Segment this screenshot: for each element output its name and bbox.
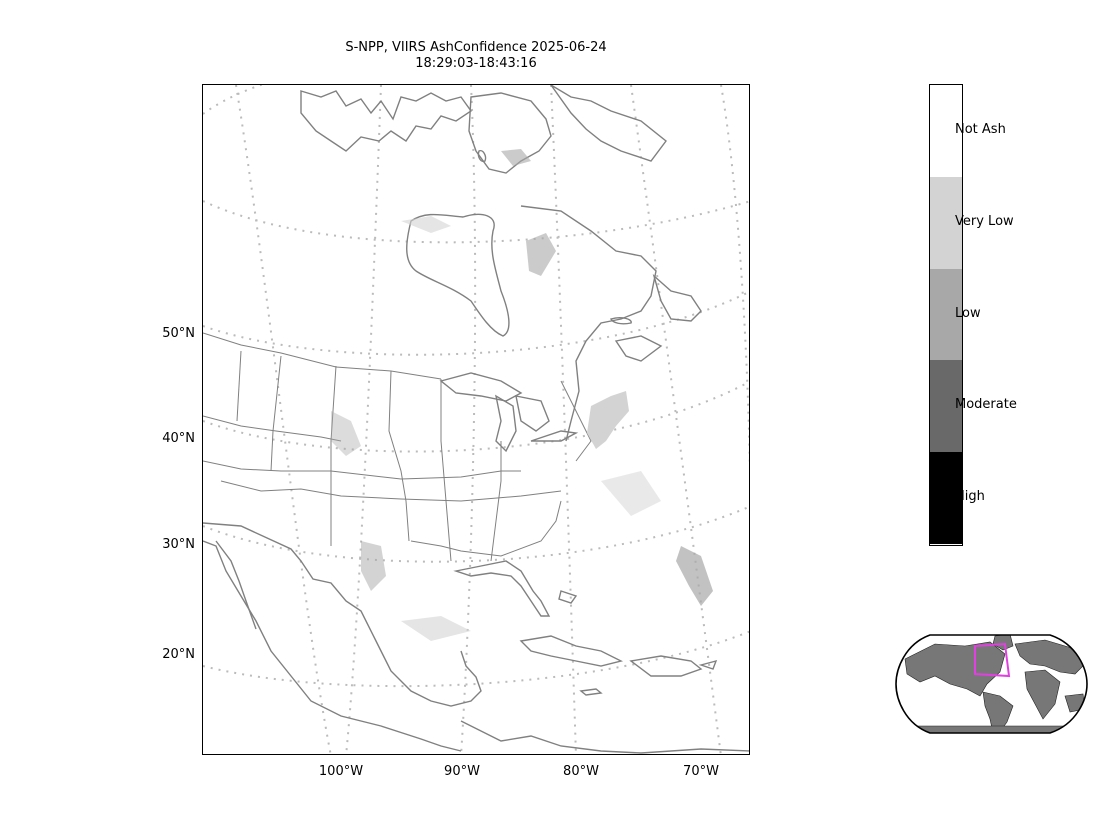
- baffin-west: [468, 92, 552, 174]
- coastlines: [203, 85, 749, 754]
- title-line-2: 18:29:03-18:43:16: [415, 56, 537, 71]
- graticule: [203, 85, 749, 754]
- globe-south-america: [982, 691, 1014, 733]
- central-america: [460, 720, 749, 754]
- cuba: [519, 635, 624, 667]
- state-line-3: [220, 480, 562, 502]
- map-svg: [203, 85, 749, 754]
- colorbar-segment: [930, 452, 962, 545]
- lat-label-20n: 20°N: [162, 647, 195, 662]
- ash-patch-quebec: [526, 233, 556, 276]
- newfoundland: [652, 273, 702, 322]
- gulf-west-coast: [203, 522, 482, 707]
- ash-patch-atlantic: [676, 546, 713, 606]
- map-title: S-NPP, VIIRS AshConfidence 2025-06-24 18…: [276, 40, 676, 72]
- colorbar: [929, 84, 963, 546]
- ash-patch-texas: [361, 541, 386, 591]
- parallel-70n: [203, 85, 731, 115]
- bahamas: [558, 590, 578, 604]
- parallel-20n: [203, 630, 749, 688]
- ash-patch-baffin: [501, 149, 531, 166]
- state-line-2: [203, 460, 521, 480]
- inset-globe-svg: [895, 634, 1088, 734]
- inset-globe: [895, 634, 1088, 734]
- lake-huron: [515, 395, 550, 432]
- lon-label-70w: 70°W: [683, 764, 719, 779]
- ash-confidence-overlay: [331, 149, 713, 641]
- globe-land: [904, 635, 1086, 733]
- ash-patch-gulf: [401, 616, 471, 641]
- colorbar-label: Moderate: [955, 397, 1017, 413]
- state-line-1: [203, 415, 342, 442]
- parallel-50n: [203, 290, 749, 356]
- lat-label-50n: 50°N: [162, 326, 195, 341]
- map-panel[interactable]: [202, 84, 750, 755]
- meridian-80w: [550, 85, 577, 754]
- state-line-v5: [440, 379, 452, 562]
- lat-label-40n: 40°N: [162, 431, 195, 446]
- ash-patch-north: [401, 216, 451, 233]
- title-line-1: S-NPP, VIIRS AshConfidence 2025-06-24: [345, 40, 607, 55]
- southampton-island: [477, 149, 487, 163]
- hudson-bay: [406, 213, 510, 337]
- anticosti-island: [610, 317, 632, 325]
- arctic-islands-west: [300, 90, 472, 152]
- colorbar-segment: [930, 176, 962, 270]
- lake-erie: [530, 430, 579, 442]
- hispaniola: [629, 655, 703, 677]
- state-line-v4: [388, 370, 410, 542]
- lake-michigan: [495, 394, 517, 453]
- meridian-90w: [460, 85, 477, 754]
- parallel-30n: [203, 505, 749, 563]
- state-line-v2: [270, 355, 282, 472]
- colorbar-label: Not Ash: [955, 121, 1006, 137]
- meridian-110w: [235, 85, 332, 754]
- lon-label-100w: 100°W: [318, 764, 364, 779]
- gulf-states-line: [410, 500, 562, 557]
- labrador-coast: [520, 205, 657, 442]
- borders: [203, 332, 592, 562]
- baffin-island: [550, 85, 667, 162]
- colorbar-segment: [930, 360, 962, 453]
- ash-patch-northeast: [587, 391, 629, 449]
- globe-outline: [895, 634, 1088, 734]
- parallel-60n: [203, 200, 749, 244]
- globe-greenland: [992, 635, 1014, 651]
- lon-label-80w: 80°W: [563, 764, 599, 779]
- us-canada-border: [203, 332, 442, 380]
- state-line-v1: [236, 350, 242, 422]
- puerto-rico: [698, 659, 718, 670]
- parallel-40n: [203, 380, 749, 453]
- state-line-v3: [330, 365, 337, 546]
- colorbar-label: High: [955, 489, 985, 505]
- lat-label-30n: 30°N: [162, 537, 195, 552]
- globe-eurasia: [1014, 639, 1086, 675]
- baja-california: [215, 540, 257, 630]
- globe-africa: [1024, 669, 1061, 720]
- jamaica: [579, 688, 603, 696]
- mexico-pacific-coast: [203, 540, 462, 752]
- meridian-100w: [345, 85, 382, 754]
- lon-label-90w: 90°W: [444, 764, 480, 779]
- colorbar-segment: [930, 268, 962, 361]
- meridian-60w: [720, 85, 749, 471]
- ash-patch-offshore: [601, 471, 661, 516]
- colorbar-label: Very Low: [955, 213, 1014, 229]
- lake-superior: [439, 372, 523, 402]
- colorbar-segment: [930, 85, 962, 178]
- region-outline: [974, 642, 1011, 678]
- ash-patch-plains: [331, 411, 361, 456]
- colorbar-label: Low: [955, 305, 981, 321]
- northeast-states: [560, 380, 592, 462]
- meridian-70w: [630, 85, 722, 754]
- globe-north-america: [904, 641, 1006, 697]
- state-line-v6: [490, 441, 502, 562]
- florida-gulf-coast: [453, 560, 551, 617]
- nova-scotia: [614, 335, 663, 362]
